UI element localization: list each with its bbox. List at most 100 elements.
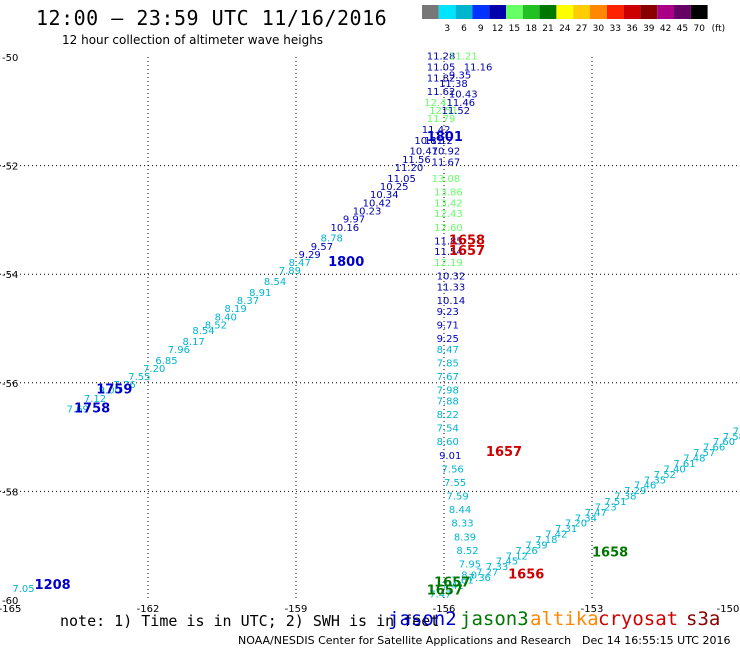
- time-label: 1657: [449, 244, 485, 259]
- satellite-jason3: jason3: [460, 608, 529, 630]
- wave-height-value: 8.47: [289, 258, 311, 269]
- wave-height-value: 7.61: [451, 576, 473, 587]
- wave-height-value: 8.19: [224, 304, 246, 315]
- wave-height-value: 7.54: [437, 424, 459, 435]
- wave-height-value: 11.52: [442, 106, 471, 117]
- wave-height-value: 7.40: [664, 464, 686, 475]
- wave-height-value: 7.38: [614, 492, 636, 503]
- y-tick-label: -54: [2, 270, 18, 281]
- wave-height-value: 8.60: [437, 437, 459, 448]
- page-title: 12:00 — 23:59 UTC 11/16/2016: [36, 6, 388, 30]
- time-label: 1656: [508, 567, 544, 582]
- y-tick-label: -50: [2, 53, 18, 64]
- legend-label: 42: [660, 24, 671, 34]
- satellite-s3a: s3a: [686, 608, 721, 630]
- legend-swatch: [522, 5, 540, 19]
- wave-height-value: 7.41: [442, 581, 464, 592]
- wave-height-value: 10.23: [353, 206, 382, 217]
- wave-height-value: 12.41: [424, 98, 453, 109]
- legend-label: 70: [693, 24, 705, 34]
- wave-height-value: 10.25: [380, 182, 409, 193]
- time-label: 1658: [449, 233, 485, 248]
- wave-height-value: 7.34: [575, 513, 597, 524]
- satellite-jason2: jason2: [388, 608, 457, 630]
- wave-height-value: 7.51: [604, 497, 626, 508]
- time-labels: 1801180017591758120816581657165716561658…: [35, 130, 629, 598]
- legend-swatch: [438, 5, 456, 19]
- legend-swatch: [606, 5, 624, 19]
- time-label: 1657: [486, 445, 522, 460]
- wave-height-value: 8.52: [456, 546, 478, 557]
- wave-height-value: 8.17: [183, 337, 205, 348]
- wave-height-value: 7.58: [723, 432, 740, 443]
- wave-height-value: 11.16: [464, 63, 493, 74]
- time-label: 1801: [427, 130, 463, 145]
- wave-height-value: 10.14: [437, 296, 466, 307]
- wave-height-value: 7.31: [555, 524, 577, 535]
- wave-height-value: 9.97: [343, 215, 365, 226]
- y-tick-label: -58: [2, 487, 18, 498]
- x-tick-label: -153: [581, 604, 604, 615]
- wave-height-value: 7.70: [733, 426, 740, 437]
- wave-height-value: 8.47: [437, 345, 459, 356]
- wave-height-value: 7.95: [459, 559, 481, 570]
- wave-height-value: 7.39: [525, 540, 547, 551]
- legend-swatch: [472, 5, 490, 19]
- time-label: 1657: [434, 575, 470, 590]
- time-label: 1658: [592, 546, 628, 561]
- y-tick-label: -60: [2, 596, 18, 607]
- wave-height-value: 9.71: [437, 321, 459, 332]
- wave-height-value: 7.66: [703, 443, 725, 454]
- wave-height-value: 7.29: [624, 486, 646, 497]
- wave-height-value: 7.89: [279, 266, 301, 277]
- wave-height-value: 7.57: [693, 448, 715, 459]
- legend-swatch: [640, 5, 658, 19]
- wave-height-value: 11.20: [395, 163, 424, 174]
- wave-height-value: 11.82: [427, 73, 456, 84]
- wave-height-value: 10.81: [414, 136, 443, 147]
- wave-height-value: 7.98: [437, 386, 459, 397]
- wave-height-value: 7.20: [143, 364, 165, 375]
- legend-label: 27: [576, 24, 587, 34]
- wave-height-value: 12.19: [434, 258, 463, 269]
- wave-height-value: 11.12: [424, 136, 453, 147]
- wave-height-value: 9.57: [311, 242, 333, 253]
- wave-height-value: 8.52: [205, 321, 227, 332]
- wave-height-value: 8.91: [249, 288, 271, 299]
- wave-height-value: 7.12: [506, 551, 528, 562]
- wave-height-value: 7.47: [585, 508, 607, 519]
- wave-height-value: 10.43: [449, 90, 478, 101]
- wave-height-value: 7.52: [654, 470, 676, 481]
- wave-height-value: 7.20: [565, 519, 587, 530]
- wave-height-value: 12.51: [429, 106, 458, 117]
- time-label: 1800: [328, 255, 364, 270]
- wave-height-value: 11.21: [449, 52, 478, 63]
- wave-height-value: 11.42: [422, 125, 451, 136]
- wave-height-value: 12.43: [434, 209, 463, 220]
- wave-height-value: 7.12: [84, 394, 106, 405]
- wave-height-value: 7.47: [429, 589, 451, 600]
- wave-height-value: 11.67: [432, 158, 461, 169]
- wave-height-value: 8.54: [192, 326, 214, 337]
- legend-swatch: [573, 5, 590, 19]
- wave-height-value: 7.61: [673, 459, 695, 470]
- wave-height-value: 11.33: [437, 282, 466, 293]
- wave-height-value: 9.35: [449, 71, 471, 82]
- legend-label: 6: [461, 24, 467, 34]
- wave-height-value: 7.60: [713, 437, 735, 448]
- legend-label: 39: [643, 24, 655, 34]
- wave-height-value: 10.34: [370, 190, 399, 201]
- legend-label: 21: [542, 24, 553, 34]
- legend-swatch: [657, 5, 674, 19]
- map-grid: -165 -162 -159 -156 -153 -150 -50 -52 -54 -56 -58 -…: [0, 53, 740, 615]
- legend-swatch: [422, 5, 439, 19]
- wave-height-value: 13.42: [434, 198, 463, 209]
- wave-height-value: 8.54: [264, 277, 286, 288]
- satellite-altika: altika: [530, 608, 599, 630]
- wave-height-value: 9.23: [437, 307, 459, 318]
- legend-swatch: [506, 5, 523, 19]
- wave-height-value: 7.35: [644, 475, 666, 486]
- x-tick-label: -165: [0, 604, 21, 615]
- legend-swatch: [623, 5, 641, 19]
